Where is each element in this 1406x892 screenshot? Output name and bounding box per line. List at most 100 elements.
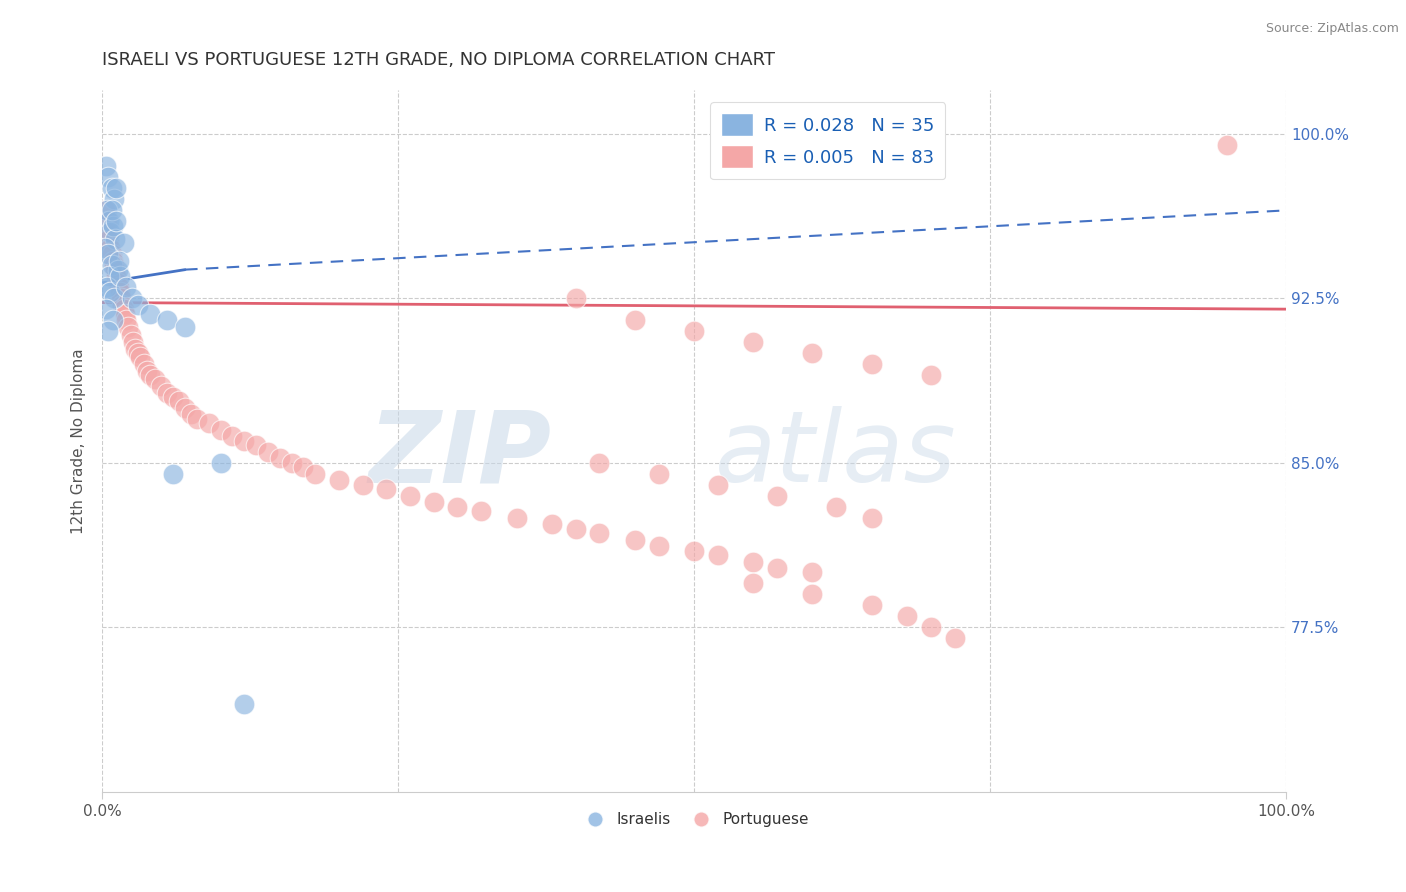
Point [93, 241, 115, 255]
Point [221, 429, 243, 443]
Text: ZIP: ZIP [368, 407, 553, 503]
Point [145, 372, 167, 386]
Point [108, 269, 131, 284]
Point [97, 170, 120, 185]
Point [100, 225, 122, 239]
Point [588, 526, 610, 541]
Point [112, 236, 135, 251]
Point [186, 412, 208, 426]
Point [104, 232, 127, 246]
Point [103, 193, 125, 207]
Point [683, 543, 706, 558]
Point [100, 181, 122, 195]
Point [107, 262, 129, 277]
Point [136, 363, 159, 377]
Point [107, 253, 129, 268]
Point [647, 467, 669, 481]
Text: Source: ZipAtlas.com: Source: ZipAtlas.com [1265, 22, 1399, 36]
Point [304, 467, 326, 481]
Point [105, 269, 128, 284]
Point [150, 379, 173, 393]
Point [132, 357, 155, 371]
Point [624, 313, 647, 327]
Point [766, 561, 789, 575]
Point [167, 394, 190, 409]
Text: atlas: atlas [716, 407, 957, 503]
Point [121, 291, 143, 305]
Point [94, 302, 117, 317]
Point [174, 401, 197, 415]
Text: ISRAELI VS PORTUGUESE 12TH GRADE, NO DIPLOMA CORRELATION CHART: ISRAELI VS PORTUGUESE 12TH GRADE, NO DIP… [103, 51, 775, 69]
Point [825, 500, 848, 514]
Point [104, 262, 127, 277]
Point [257, 444, 280, 458]
Point [112, 302, 135, 317]
Point [108, 285, 131, 299]
Point [111, 298, 134, 312]
Point [105, 181, 128, 195]
Point [93, 203, 115, 218]
Point [742, 334, 765, 349]
Point [564, 291, 586, 305]
Point [100, 241, 122, 255]
Point [352, 477, 374, 491]
Point [103, 291, 125, 305]
Point [860, 357, 883, 371]
Point [138, 306, 160, 320]
Point [107, 280, 129, 294]
Point [100, 258, 122, 272]
Point [209, 423, 232, 437]
Point [245, 438, 267, 452]
Point [117, 319, 139, 334]
Point [742, 576, 765, 591]
Point [280, 456, 302, 470]
Point [624, 533, 647, 547]
Point [860, 599, 883, 613]
Point [683, 324, 706, 338]
Point [107, 276, 129, 290]
Point [97, 225, 120, 239]
Point [101, 253, 124, 268]
Point [1216, 137, 1239, 152]
Point [860, 510, 883, 524]
Point [742, 555, 765, 569]
Point [505, 510, 527, 524]
Point [115, 280, 138, 294]
Point [328, 473, 350, 487]
Point [292, 460, 315, 475]
Point [127, 298, 149, 312]
Point [541, 517, 564, 532]
Point [943, 632, 966, 646]
Point [100, 203, 122, 218]
Point [162, 390, 184, 404]
Point [399, 489, 422, 503]
Point [896, 609, 918, 624]
Point [101, 219, 124, 233]
Point [920, 368, 942, 382]
Point [103, 258, 125, 272]
Point [96, 280, 118, 294]
Point [127, 346, 149, 360]
Legend: Israelis, Portuguese: Israelis, Portuguese [574, 806, 815, 833]
Point [98, 214, 121, 228]
Point [174, 319, 197, 334]
Point [110, 291, 132, 305]
Point [180, 408, 202, 422]
Y-axis label: 12th Grade, No Diploma: 12th Grade, No Diploma [72, 348, 86, 533]
Point [114, 306, 136, 320]
Point [97, 324, 120, 338]
Point [100, 285, 122, 299]
Point [706, 548, 728, 562]
Point [233, 434, 256, 448]
Point [97, 247, 120, 261]
Point [98, 232, 121, 246]
Point [129, 351, 152, 365]
Point [588, 456, 610, 470]
Point [197, 417, 219, 431]
Point [446, 500, 468, 514]
Point [706, 477, 728, 491]
Point [647, 539, 669, 553]
Point [801, 566, 824, 580]
Point [94, 160, 117, 174]
Point [375, 482, 398, 496]
